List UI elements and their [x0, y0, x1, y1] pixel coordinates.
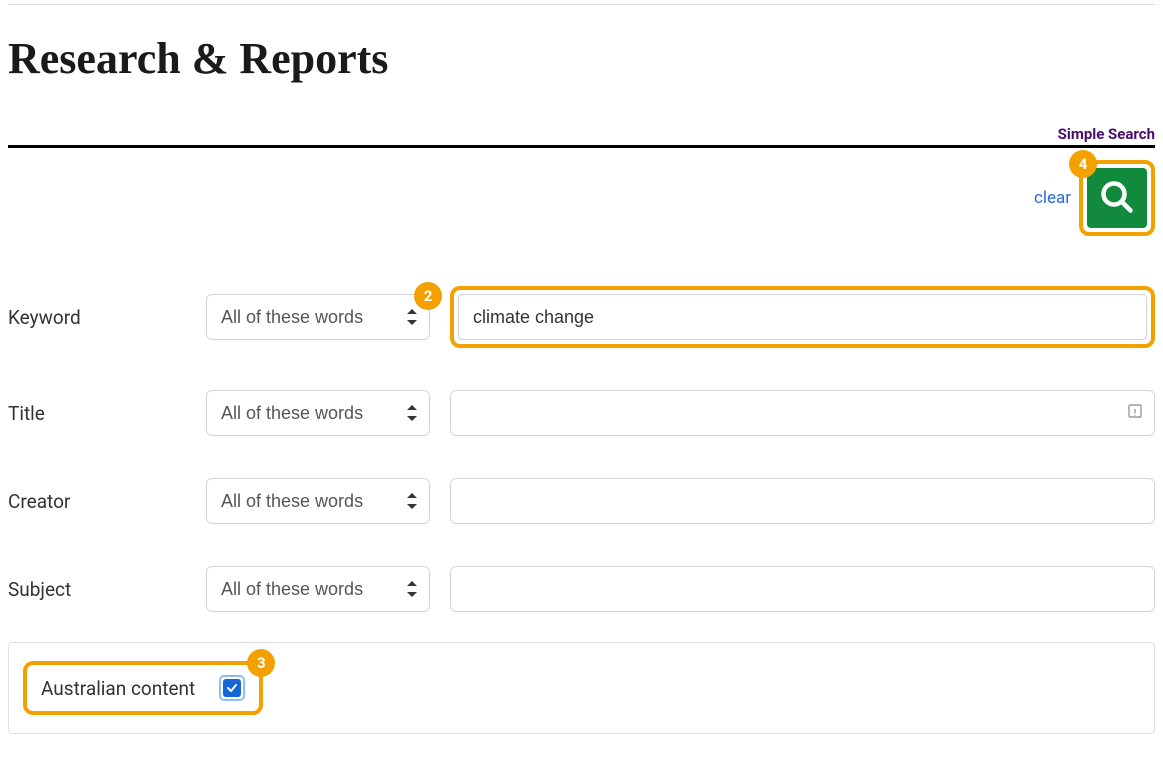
keyword-input-highlight — [450, 286, 1155, 348]
title-input-wrap — [450, 390, 1155, 436]
creator-mode-select-wrap: All of these words — [206, 478, 430, 524]
top-divider — [8, 4, 1155, 5]
filters-panel: 3 Australian content — [8, 642, 1155, 734]
keyword-mode-select-wrap: 2 All of these words — [206, 294, 430, 340]
creator-input[interactable] — [450, 478, 1155, 524]
subject-label: Subject — [8, 578, 206, 601]
australian-content-label: Australian content — [41, 677, 195, 700]
keyword-input[interactable] — [458, 294, 1147, 340]
page-title: Research & Reports — [8, 33, 1155, 84]
subject-row: Subject All of these words — [8, 566, 1155, 612]
annotation-badge-3: 3 — [247, 649, 275, 677]
check-icon — [223, 679, 241, 697]
keyword-row: Keyword 2 All of these words — [8, 286, 1155, 348]
keyword-label: Keyword — [8, 306, 206, 329]
creator-mode-select[interactable]: All of these words — [206, 478, 430, 524]
australian-content-highlight: 3 Australian content — [23, 661, 263, 715]
creator-label: Creator — [8, 490, 206, 513]
subject-input[interactable] — [450, 566, 1155, 612]
search-form: Keyword 2 All of these words Title All o… — [8, 286, 1155, 734]
subject-mode-select[interactable]: All of these words — [206, 566, 430, 612]
annotation-badge-2: 2 — [414, 282, 442, 310]
annotation-badge-4: 4 — [1069, 150, 1097, 178]
search-mode-bar: Simple Search — [8, 124, 1155, 148]
title-label: Title — [8, 402, 206, 425]
clear-link[interactable]: clear — [1034, 188, 1071, 208]
title-mode-select[interactable]: All of these words — [206, 390, 430, 436]
search-button[interactable] — [1087, 168, 1147, 228]
title-mode-select-wrap: All of these words — [206, 390, 430, 436]
keyword-mode-select[interactable]: All of these words — [206, 294, 430, 340]
title-row: Title All of these words — [8, 390, 1155, 436]
simple-search-link[interactable]: Simple Search — [1058, 125, 1155, 143]
subject-mode-select-wrap: All of these words — [206, 566, 430, 612]
search-button-highlight: 4 — [1079, 160, 1155, 236]
title-input[interactable] — [450, 390, 1155, 436]
australian-content-checkbox[interactable] — [219, 675, 245, 701]
search-icon — [1099, 179, 1135, 218]
creator-row: Creator All of these words — [8, 478, 1155, 524]
toolbar: clear 4 — [8, 160, 1155, 236]
